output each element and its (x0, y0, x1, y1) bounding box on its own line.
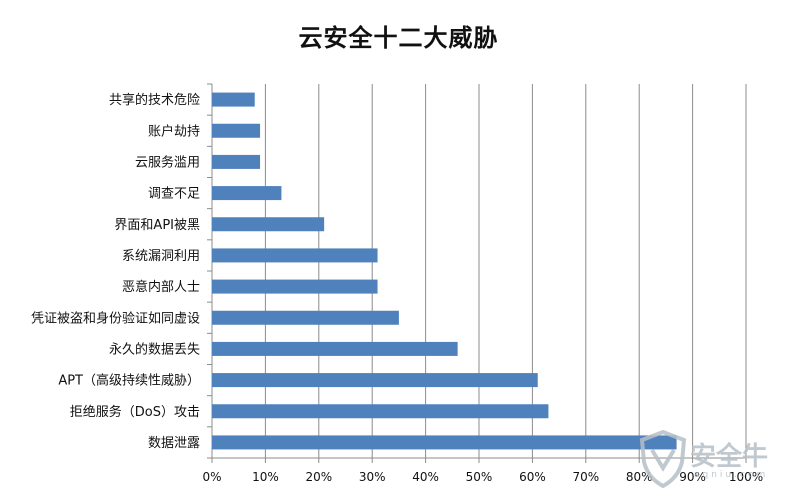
x-tick-label: 40% (412, 470, 439, 484)
x-tick-label: 0% (202, 470, 221, 484)
shield-icon (639, 429, 687, 489)
x-tick-label: 30% (359, 470, 386, 484)
bar (212, 92, 255, 107)
x-tick-label: 20% (305, 470, 332, 484)
category-label: 账户劫持 (148, 123, 200, 139)
bar (212, 341, 458, 356)
watermark-logo: 安全牛 aqniu.com (638, 428, 797, 496)
bar (212, 248, 378, 263)
x-tick-label: 10% (252, 470, 279, 484)
x-tick-label: 90% (679, 470, 706, 484)
x-tick-label: 70% (572, 470, 599, 484)
bar (212, 186, 282, 201)
category-label: 界面和API被黑 (114, 218, 200, 233)
category-label: APT（高级持续性威胁） (58, 373, 200, 389)
category-label: 系统漏洞利用 (122, 248, 200, 264)
category-label: 凭证被盗和身份验证如同虚设 (31, 310, 200, 326)
category-label: 恶意内部人士 (122, 279, 200, 295)
bar (212, 123, 261, 138)
bar (212, 279, 378, 294)
bar (212, 373, 538, 388)
category-label: 调查不足 (148, 187, 200, 202)
x-tick-label: 100% (729, 470, 763, 484)
bar (212, 404, 549, 419)
bar (212, 217, 325, 232)
category-label: 拒绝服务（DoS）攻击 (70, 404, 200, 420)
x-tick-label: 50% (466, 470, 493, 484)
bar (212, 310, 399, 325)
x-tick-label: 80% (626, 470, 653, 484)
watermark-text: 安全牛 (690, 442, 769, 472)
watermark-sub: aqniu.com (694, 470, 769, 480)
category-label: 云服务滥用 (135, 154, 200, 170)
category-label: 永久的数据丢失 (109, 341, 200, 357)
chart-title: 云安全十二大威胁 (298, 24, 499, 52)
category-label: 数据泄露 (148, 436, 200, 451)
x-tick-label: 60% (519, 470, 546, 484)
bar (212, 154, 261, 169)
bar (212, 435, 677, 450)
category-label: 共享的技术危险 (109, 92, 200, 108)
